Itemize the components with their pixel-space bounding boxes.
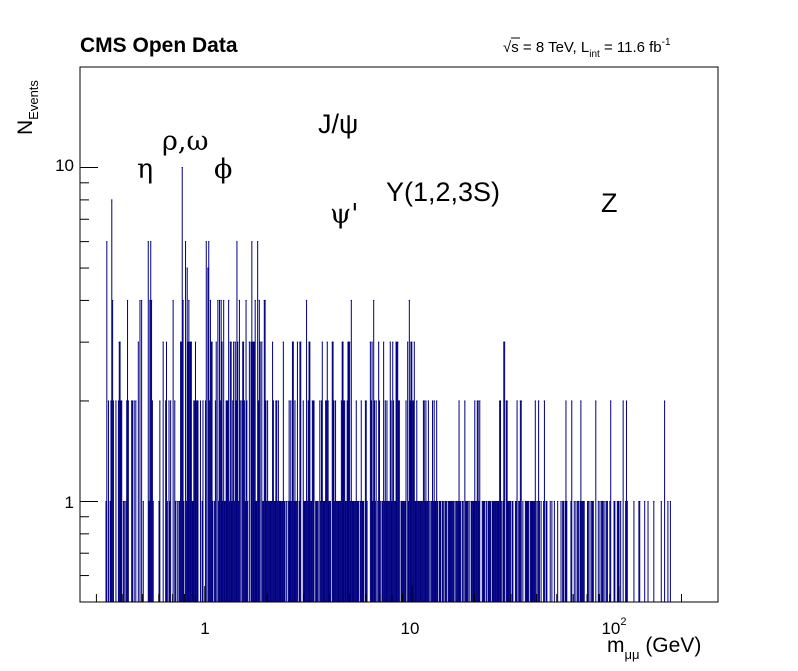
x-axis-label-unit: (GeV) xyxy=(639,634,701,657)
y-tick-label-10: 10 xyxy=(55,156,74,175)
x-tick-label-100-base: 10 xyxy=(601,619,620,638)
annotation-eta: η xyxy=(137,154,153,185)
annotation-psi-prime: ψ' xyxy=(330,199,359,230)
svg-text:NEvents: NEvents xyxy=(14,80,41,135)
plot-frame xyxy=(79,66,719,603)
y-tick-label-1: 1 xyxy=(65,493,74,512)
annotation-jpsi: J/ψ xyxy=(318,109,358,139)
x-tick-label-100-exp: 2 xyxy=(620,616,626,628)
x-tick-label-1: 1 xyxy=(200,619,209,638)
svg-text:mμμ (GeV): mμμ (GeV) xyxy=(607,634,701,662)
y-axis-label-sub: Events xyxy=(26,80,41,120)
annotation-phi: ϕ xyxy=(214,154,232,185)
svg-text:√s = 8 TeV, Lint = 11.6 fb-1: √s = 8 TeV, Lint = 11.6 fb-1 xyxy=(503,37,671,60)
energy-luminosity-label: √s = 8 TeV, Lint = 11.6 fb-1 xyxy=(503,37,671,60)
lumi-superscript: -1 xyxy=(662,37,671,48)
y-axis-label-main: N xyxy=(14,120,37,135)
histogram-bars xyxy=(105,167,671,602)
x-axis-label-main: m xyxy=(607,634,625,657)
y-axis-label: NEvents xyxy=(14,80,41,135)
annotation-upsilon: Υ(1,2,3S) xyxy=(386,177,500,207)
x-tick-label-10: 10 xyxy=(401,619,420,638)
axis-ticks xyxy=(80,66,719,603)
annotation-rho-omega: ρ,ω xyxy=(162,126,208,157)
lumi-subscript: int xyxy=(589,49,600,60)
x-tick-label-100: 102 xyxy=(601,616,626,638)
chart-title: CMS Open Data xyxy=(80,34,238,57)
annotation-z: Z xyxy=(601,188,618,218)
lumi-value: = 11.6 fb xyxy=(600,39,662,56)
x-axis-label: mμμ (GeV) xyxy=(607,634,701,662)
x-axis-label-sub: μμ xyxy=(625,647,640,662)
energy-text: √s = 8 TeV, L xyxy=(503,39,589,56)
